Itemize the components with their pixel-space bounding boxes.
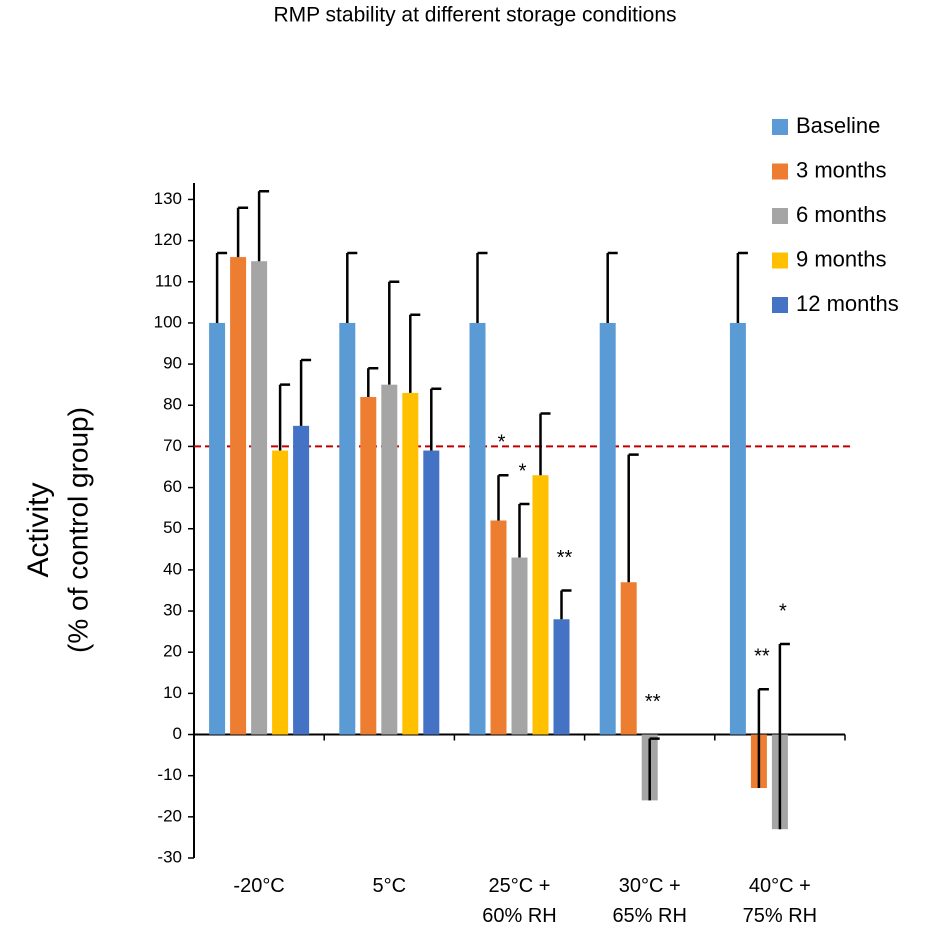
bar xyxy=(599,322,616,735)
y-tick-label: 40 xyxy=(163,559,182,578)
annotation: ** xyxy=(557,547,573,569)
legend-label: 12 months xyxy=(796,291,899,316)
error-bar xyxy=(539,412,551,476)
x-tick-label: 25°C + 60% RH xyxy=(482,875,557,927)
bar xyxy=(511,557,528,735)
error-bar xyxy=(278,383,291,451)
legend-swatch xyxy=(772,119,788,135)
y-tick-label: 10 xyxy=(163,683,182,702)
y-tick-label: 20 xyxy=(163,642,182,661)
error-bar xyxy=(736,251,748,323)
error-bar xyxy=(648,737,660,801)
y-tick-label: 100 xyxy=(154,312,182,331)
legend-label: Baseline xyxy=(796,113,880,138)
legend-label: 3 months xyxy=(796,157,887,182)
error-bar xyxy=(757,688,769,789)
error-bar xyxy=(518,502,530,558)
y-tick-label: -30 xyxy=(157,847,182,866)
annotation: * xyxy=(498,432,506,454)
x-tick-label: 40°C + 75% RH xyxy=(742,875,818,927)
error-bar xyxy=(236,206,249,258)
bar xyxy=(209,322,226,735)
y-tick-label: 70 xyxy=(163,436,182,455)
y-tick-label: -10 xyxy=(157,765,182,784)
x-tick-label: -20°C xyxy=(233,875,285,897)
x-tick-label: 30°C + 65% RH xyxy=(612,875,687,927)
legend-swatch xyxy=(772,163,788,180)
error-bar xyxy=(409,313,421,393)
annotation: ** xyxy=(645,691,661,713)
bar xyxy=(360,397,377,735)
annotation: * xyxy=(519,460,527,482)
y-tick-label: 80 xyxy=(163,395,182,414)
bar xyxy=(729,322,746,735)
error-bar xyxy=(497,473,509,521)
error-bar xyxy=(257,189,270,262)
error-bar xyxy=(627,453,639,583)
chart-title: RMP stability at different storage condi… xyxy=(273,4,676,27)
error-bar xyxy=(215,251,228,323)
y-tick-label: -20 xyxy=(157,806,182,825)
y-tick-label: 0 xyxy=(173,724,182,743)
error-bar xyxy=(778,642,790,830)
annotation: * xyxy=(779,600,787,622)
bar xyxy=(553,619,570,735)
error-bar xyxy=(367,366,379,398)
y-tick-label: 130 xyxy=(154,189,182,208)
y-tick-label: 60 xyxy=(163,477,182,496)
error-bar xyxy=(346,251,358,323)
bar xyxy=(251,261,268,735)
y-tick-label: 120 xyxy=(154,230,182,249)
legend-swatch xyxy=(772,208,788,224)
bar xyxy=(293,425,310,735)
legend-swatch xyxy=(772,297,788,313)
bar xyxy=(381,384,398,735)
legend-label: 6 months xyxy=(796,202,887,227)
legend-swatch xyxy=(772,252,788,269)
error-bar xyxy=(299,358,312,426)
error-bar xyxy=(606,251,618,323)
annotation: ** xyxy=(754,646,770,668)
bar xyxy=(230,257,247,735)
bar xyxy=(620,582,637,735)
error-bar xyxy=(560,589,572,620)
y-tick-label: 50 xyxy=(163,518,182,537)
legend-label: 9 months xyxy=(796,246,887,271)
bar xyxy=(469,322,486,735)
error-bar xyxy=(476,251,488,323)
bar xyxy=(532,475,549,735)
x-tick-label: 5°C xyxy=(372,875,407,897)
error-bar xyxy=(388,280,400,385)
bar xyxy=(339,322,356,735)
y-axis-label: (% of control group) xyxy=(62,407,93,653)
bar xyxy=(272,450,289,735)
y-tick-label: 110 xyxy=(155,271,182,290)
error-bar xyxy=(430,387,442,451)
y-tick-label: 30 xyxy=(163,601,182,620)
y-tick-label: 90 xyxy=(163,354,182,373)
bar xyxy=(402,392,419,735)
bar xyxy=(423,450,440,735)
y-axis-label: Activity xyxy=(22,482,55,577)
bar xyxy=(490,520,507,735)
